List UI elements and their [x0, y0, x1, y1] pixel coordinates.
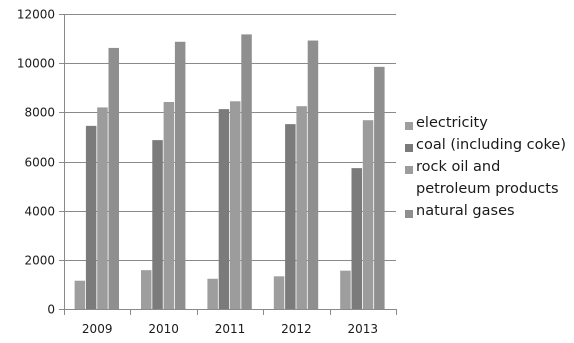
x-tick-label: 2011 — [215, 322, 246, 336]
bar-2013-series-4 — [374, 66, 385, 310]
y-tick-label: 12000 — [17, 8, 55, 22]
legend-item: rock oil and petroleum products — [405, 156, 574, 200]
bar-2013-series-2 — [351, 168, 362, 309]
x-tick-label: 2012 — [281, 322, 312, 336]
legend-swatch — [405, 144, 413, 152]
bar-2011-series-4 — [241, 34, 252, 309]
legend-item: natural gases — [405, 200, 574, 222]
bar-2009-series-2 — [85, 125, 97, 310]
y-tick-label: 0 — [47, 303, 55, 317]
bar-2011-series-1 — [207, 278, 218, 309]
y-tick-label: 6000 — [24, 156, 55, 170]
legend-label: natural gases — [416, 203, 515, 219]
x-tick-label: 2009 — [82, 322, 113, 336]
legend-label: coal (including coke) — [416, 137, 566, 153]
bar-2012-series-1 — [273, 276, 285, 309]
bar-2013-series-3 — [362, 120, 374, 309]
legend-item: coal (including coke) — [405, 134, 574, 156]
axes — [59, 14, 397, 315]
bar-2010-series-1 — [141, 270, 152, 309]
x-tick-label: 2013 — [348, 322, 379, 336]
bar-2013-series-1 — [340, 270, 351, 309]
bar-2010-series-2 — [152, 140, 163, 309]
legend-label: electricity — [416, 115, 488, 131]
bars — [74, 34, 385, 310]
y-tick-label: 8000 — [24, 106, 55, 120]
bar-2009-series-1 — [74, 280, 86, 309]
bar-2012-series-3 — [296, 106, 307, 309]
y-tick-label: 2000 — [24, 254, 55, 268]
tick-labels: 0 2000 4000 6000 8000 10000 12000 2009 2010 2011 2… — [17, 8, 378, 337]
y-tick-label: 4000 — [24, 205, 55, 219]
x-tick-label: 2010 — [148, 322, 179, 336]
bar-2009-series-4 — [108, 47, 119, 310]
legend-swatch — [405, 210, 413, 218]
bar-2012-series-2 — [285, 124, 296, 309]
legend-swatch — [405, 166, 413, 174]
bar-2009-series-3 — [97, 107, 108, 310]
legend-label: rock oil and petroleum products — [416, 159, 559, 197]
bar-2011-series-3 — [230, 101, 241, 309]
bar-2010-series-3 — [163, 102, 175, 309]
legend-swatch — [405, 122, 413, 130]
bar-2011-series-2 — [218, 109, 230, 309]
y-tick-label: 10000 — [17, 57, 55, 71]
bar-2010-series-4 — [174, 41, 186, 309]
legend-item: electricity — [405, 112, 574, 134]
legend: electricity coal (including coke) rock oil… — [405, 112, 574, 222]
bar-2012-series-4 — [307, 40, 319, 310]
